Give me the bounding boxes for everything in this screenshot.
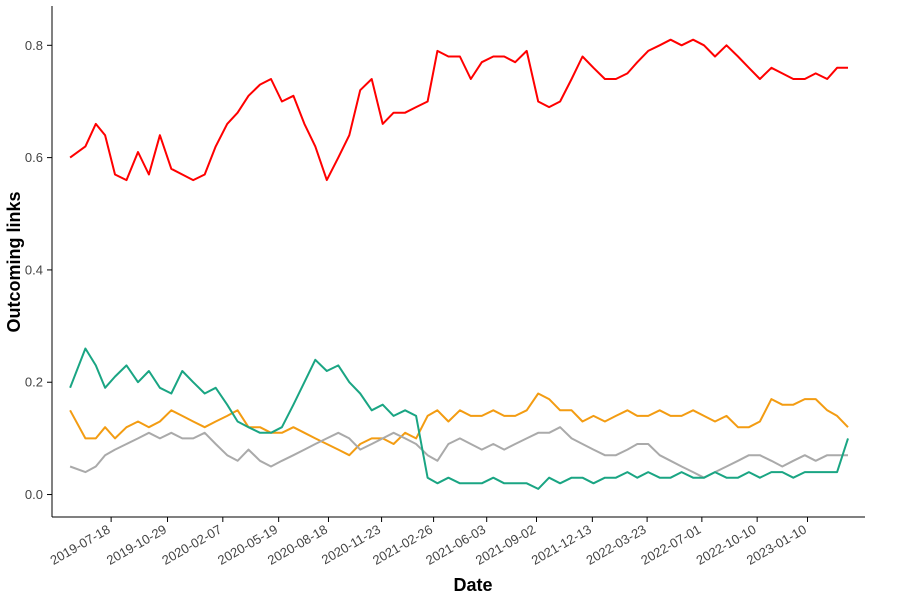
x-tick-label: 2022-07-01 [638,522,703,568]
series-line-1 [69,38,848,182]
y-tick-label: 0.6 [25,150,43,165]
x-tick-label: 2022-03-23 [584,522,649,568]
y-tick-label: 0.0 [25,487,43,502]
series-line-4 [69,347,849,490]
x-tick-label: 2019-10-29 [104,522,169,568]
x-axis-ticks: 2019-07-182019-10-292020-02-072020-05-19… [48,517,809,568]
y-axis-ticks: 0.0 0.2 0.4 0.6 0.8 [25,38,52,502]
y-tick-label: 0.4 [25,262,43,277]
series-line-2 [69,392,849,457]
series-line-3 [69,426,848,479]
y-tick-label: 0.8 [25,38,43,53]
x-tick-label: 2020-02-07 [159,522,224,568]
x-tick-label: 2021-02-26 [370,522,435,568]
y-tick-label: 0.2 [25,375,43,390]
series-layer [69,38,849,490]
x-tick-label: 2019-07-18 [48,522,113,568]
x-tick-label: 2021-12-13 [529,522,594,568]
y-axis-title: Outcoming links [4,191,24,332]
x-axis-title: Date [453,575,492,595]
